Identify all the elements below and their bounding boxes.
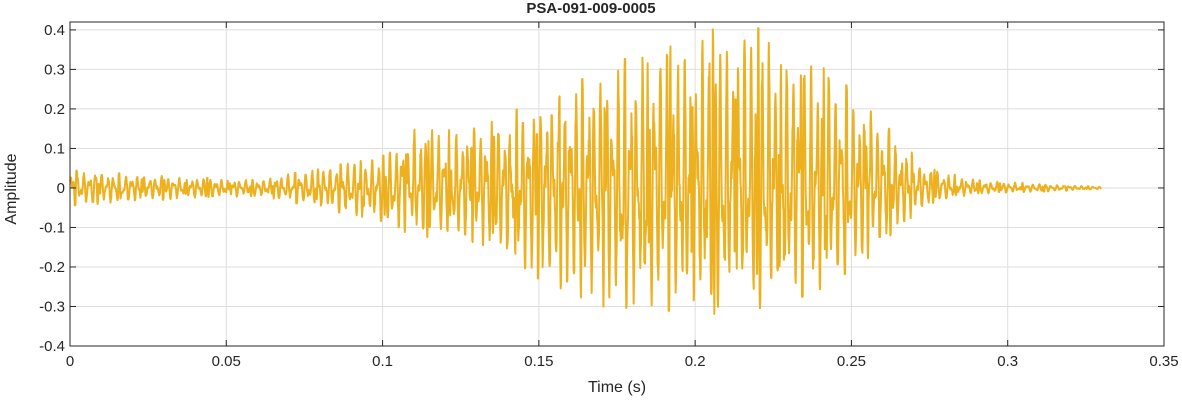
x-tick-label: 0.35 xyxy=(1149,353,1178,370)
y-tick-label: -0.4 xyxy=(39,338,65,355)
y-tick-label: 0.3 xyxy=(44,61,65,78)
y-tick-label: -0.1 xyxy=(39,219,65,236)
ticks: 0 0.05 0.1 0.15 0.2 0.25 0.3 0.35 -0.4 -0.3 -0.2 -0… xyxy=(39,22,1178,370)
x-tick-label: 0.1 xyxy=(372,353,393,370)
x-tick-label: 0.25 xyxy=(837,353,866,370)
x-tick-label: 0.05 xyxy=(212,353,241,370)
x-tick-label: 0.2 xyxy=(685,353,706,370)
y-tick-label: 0 xyxy=(57,180,65,197)
chart-title: PSA-091-009-0005 xyxy=(526,0,656,17)
axes-box xyxy=(69,21,1165,347)
y-tick-label: 0.4 xyxy=(44,22,65,39)
series-layer xyxy=(69,27,1103,315)
y-axis-label: Amplitude xyxy=(3,153,20,225)
x-tick-label: 0 xyxy=(66,353,74,370)
y-tick-label: -0.2 xyxy=(39,259,65,276)
y-tick-label: 0.2 xyxy=(44,101,65,118)
y-tick-label: 0.1 xyxy=(44,140,65,157)
waveform-line xyxy=(69,27,1103,315)
x-tick-label: 0.3 xyxy=(997,353,1018,370)
y-tick-label: -0.3 xyxy=(39,298,65,315)
x-axis-label: Time (s) xyxy=(587,379,647,396)
x-tick-label: 0.15 xyxy=(524,353,553,370)
